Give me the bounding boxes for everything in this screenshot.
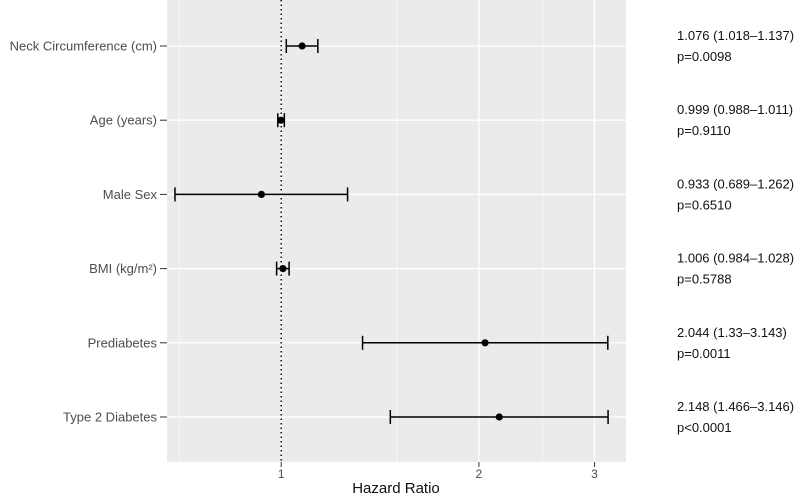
row-label: BMI (kg/m²): [89, 261, 157, 276]
hr-ci-text: 1.076 (1.018–1.137): [677, 28, 794, 43]
hr-ci-text: 0.933 (0.689–1.262): [677, 176, 794, 191]
row-label: Prediabetes: [88, 335, 158, 350]
row-labels: Neck Circumference (cm) Age (years) Male S…: [10, 39, 167, 425]
row-label: Age (years): [90, 113, 157, 128]
hr-ci-text: 2.148 (1.466–3.146): [677, 399, 794, 414]
p-value-text: p<0.0001: [677, 420, 732, 435]
x-tick-label: 1: [278, 467, 285, 481]
point-estimate: [495, 413, 503, 421]
x-axis: 1 2 3: [278, 462, 598, 481]
hr-ci-text: 0.999 (0.988–1.011): [677, 102, 793, 117]
data-marks: [174, 39, 609, 424]
p-value-text: p=0.9110: [677, 123, 731, 138]
row-annotations: 1.076 (1.018–1.137) p=0.0098 0.999 (0.988–…: [677, 28, 794, 435]
row-label: Neck Circumference (cm): [10, 39, 157, 54]
row-label: Male Sex: [103, 187, 158, 202]
p-value-text: p=0.6510: [677, 197, 732, 212]
x-tick-label: 3: [591, 467, 598, 481]
x-tick-label: 2: [476, 467, 483, 481]
point-estimate: [481, 339, 489, 347]
x-axis-title: Hazard Ratio: [352, 480, 440, 497]
p-value-text: p=0.0098: [677, 49, 732, 64]
p-value-text: p=0.5788: [677, 272, 732, 287]
hr-ci-text: 2.044 (1.33–3.143): [677, 325, 787, 340]
plot-panel: [167, 0, 626, 462]
point-estimate: [257, 190, 266, 198]
point-estimate: [298, 42, 306, 50]
hr-ci-text: 1.006 (0.984–1.028): [677, 251, 794, 266]
row-label: Type 2 Diabetes: [63, 410, 157, 425]
point-estimate: [277, 116, 285, 124]
point-estimate: [279, 265, 287, 273]
p-value-text: p=0.0011: [677, 346, 731, 361]
